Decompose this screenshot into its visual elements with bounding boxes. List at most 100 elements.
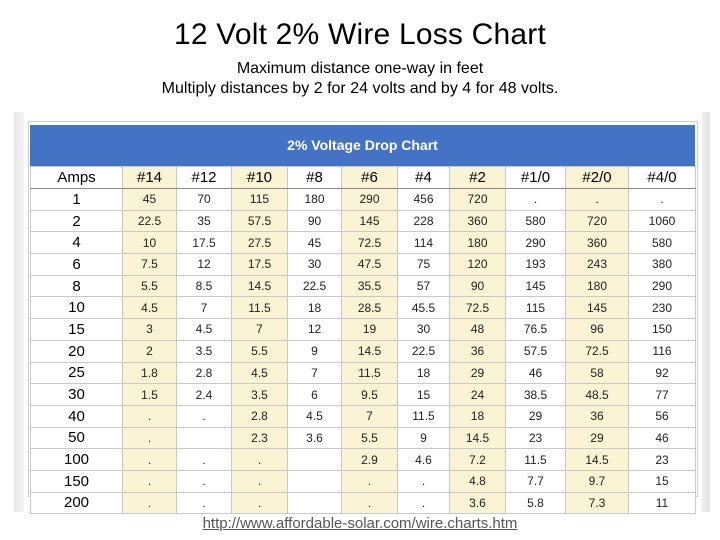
distance-cell: 48: [449, 318, 506, 341]
distance-cell: 3.6: [449, 491, 506, 515]
distance-cell: 18: [397, 361, 450, 385]
distance-cell: 14.5: [231, 274, 288, 298]
distance-cell: .: [122, 404, 177, 428]
distance-cell: 70: [176, 188, 232, 211]
amps-cell: 25: [30, 361, 123, 385]
column-header-gauge: #4: [397, 166, 450, 189]
distance-cell: 45.5: [397, 296, 450, 320]
distance-cell: .: [176, 491, 232, 515]
distance-cell: 5.5: [341, 426, 398, 450]
distance-cell: 243: [565, 253, 629, 276]
distance-cell: 72.5: [565, 339, 629, 363]
distance-cell: 7.2: [449, 448, 506, 471]
distance-cell: 7: [231, 318, 288, 341]
column-header-gauge: #4/0: [628, 166, 696, 189]
table-row: 2 22.5 35 57.5 90 145 228 360 580 720 1060: [30, 209, 696, 233]
column-header-gauge: #2/0: [565, 166, 629, 189]
distance-cell: 580: [505, 209, 566, 233]
distance-cell: 36: [449, 339, 506, 363]
distance-cell: 19: [341, 318, 398, 341]
table-body: 1 45 70 115 180 290 456 720... 2 22.5 35 57.5 90 145 2…: [30, 188, 696, 515]
distance-cell: 5.8: [505, 491, 566, 515]
distance-cell: 57.5: [505, 339, 566, 363]
distance-cell: 2.8: [176, 361, 232, 385]
amps-cell: 8: [30, 274, 123, 298]
distance-cell: 3.5: [231, 383, 288, 406]
amps-cell: 50: [30, 426, 123, 450]
chart-banner: 2% Voltage Drop Chart: [30, 125, 695, 166]
distance-cell: 8.5: [176, 274, 232, 298]
distance-cell: 5.5: [231, 339, 288, 363]
subtitle-distance: Maximum distance one-way in feet: [236, 60, 484, 77]
amps-cell: 40: [30, 404, 123, 428]
distance-cell: .: [397, 491, 450, 515]
column-header-gauge: #12: [176, 166, 232, 189]
header-row: Amps #14 #12 #10 #8 #6 #4 #2 #1/0 #2/0 #4/0: [30, 166, 696, 189]
distance-cell: .: [505, 188, 566, 211]
distance-cell: 90: [287, 209, 342, 233]
distance-cell: .: [231, 469, 288, 493]
distance-cell: 28.5: [341, 296, 398, 320]
distance-cell: 46: [628, 426, 696, 450]
distance-cell: 120: [449, 253, 506, 276]
distance-cell: 92: [628, 361, 696, 385]
distance-cell: 46: [505, 361, 566, 385]
distance-cell: 720: [449, 188, 506, 211]
amps-cell: 4: [30, 231, 123, 255]
source-url[interactable]: http://www.affordable-solar.com/wire.cha…: [202, 515, 518, 532]
distance-cell: 90: [449, 274, 506, 298]
table-row: 30 1.5 2.4 3.5 6 9.5 15 24 38.5 48.5 77: [30, 383, 696, 406]
distance-cell: 180: [565, 274, 629, 298]
distance-cell: 11.5: [397, 404, 450, 428]
distance-cell: 145: [565, 296, 629, 320]
distance-cell: 72.5: [449, 296, 506, 320]
distance-cell: 4.5: [176, 318, 232, 341]
column-header-gauge: #14: [122, 166, 177, 189]
amps-cell: 150: [30, 469, 123, 493]
distance-cell: 9: [287, 339, 342, 363]
distance-cell: 4.5: [231, 361, 288, 385]
distance-cell: [176, 426, 232, 450]
distance-cell: 57: [397, 274, 450, 298]
distance-cell: 11.5: [341, 361, 398, 385]
distance-cell: 380: [628, 253, 696, 276]
distance-cell: 150: [628, 318, 696, 341]
distance-cell: 56: [628, 404, 696, 428]
distance-cell: 2.4: [176, 383, 232, 406]
distance-cell: .: [176, 448, 232, 471]
distance-cell: 18: [449, 404, 506, 428]
table-row: 4 10 17.5 27.5 45 72.5 114 180 290 360 580: [30, 231, 696, 255]
amps-cell: 6: [30, 253, 123, 276]
distance-cell: .: [122, 448, 177, 471]
table-row: 15 3 4.5 7 12 19 30 48 76.5 96 150: [30, 318, 696, 341]
table-row: 6 7.5 12 17.5 30 47.5 75 120 193 243 380: [30, 253, 696, 276]
distance-cell: 1.5: [122, 383, 177, 406]
distance-cell: 96: [565, 318, 629, 341]
distance-cell: 9: [397, 426, 450, 450]
distance-cell: .: [341, 491, 398, 515]
distance-cell: .: [176, 469, 232, 493]
distance-cell: 29: [565, 426, 629, 450]
distance-cell: 228: [397, 209, 450, 233]
distance-cell: 45: [287, 231, 342, 255]
left-shadow: [14, 112, 24, 512]
distance-cell: 3.5: [176, 339, 232, 363]
distance-cell: 11.5: [505, 448, 566, 471]
distance-cell: 15: [628, 469, 696, 493]
distance-cell: 12: [176, 253, 232, 276]
distance-cell: 30: [397, 318, 450, 341]
source-link[interactable]: http://www.affordable-solar.com/wire.cha…: [0, 515, 720, 532]
voltage-drop-table: Amps #14 #12 #10 #8 #6 #4 #2 #1/0 #2/0 #4/0 1 45 70 1…: [30, 166, 696, 515]
distance-cell: [287, 448, 342, 471]
distance-cell: 290: [628, 274, 696, 298]
column-header-gauge: #6: [341, 166, 398, 189]
column-header-gauge: #10: [231, 166, 288, 189]
distance-cell: .: [231, 491, 288, 515]
distance-cell: .: [122, 426, 177, 450]
table-row: 8 5.5 8.5 14.5 22.5 35.5 57 90 145 180 290: [30, 274, 696, 298]
table-row: 200..... 3.6 5.8 7.3 11: [30, 491, 696, 515]
distance-cell: 2.3: [231, 426, 288, 450]
distance-cell: .: [628, 188, 696, 211]
distance-cell: 11.5: [231, 296, 288, 320]
distance-cell: 4.5: [122, 296, 177, 320]
